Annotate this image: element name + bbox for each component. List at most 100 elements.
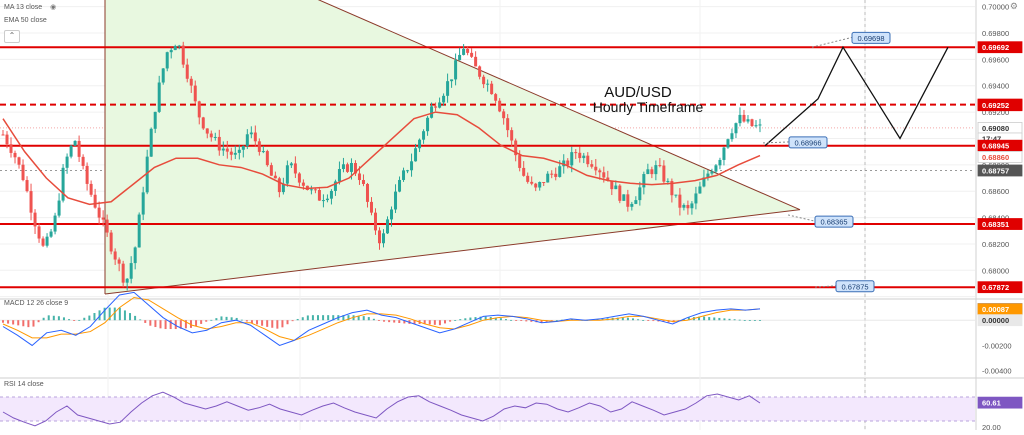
candle bbox=[682, 203, 686, 211]
candle bbox=[273, 171, 277, 179]
price-tag-label: 0.69692 bbox=[982, 43, 1009, 52]
rsi-band bbox=[0, 397, 975, 421]
callout-label: 0.67875 bbox=[841, 282, 868, 291]
candle-body bbox=[89, 183, 93, 195]
candle-body bbox=[678, 194, 682, 208]
candle bbox=[586, 152, 590, 168]
candle bbox=[341, 157, 345, 173]
macd-histogram-bar bbox=[113, 307, 116, 321]
candle bbox=[365, 182, 369, 208]
candle-body bbox=[450, 79, 454, 82]
price-tag-box bbox=[977, 314, 1023, 327]
candle bbox=[189, 76, 193, 93]
candle-body bbox=[37, 226, 41, 239]
candle-body bbox=[406, 170, 410, 172]
candle bbox=[61, 164, 65, 203]
candle-body bbox=[386, 219, 390, 234]
candle bbox=[406, 169, 410, 174]
macd-histogram-bar bbox=[738, 319, 741, 321]
macd-histogram-bar bbox=[510, 319, 513, 321]
candle bbox=[474, 51, 478, 67]
macd-histogram-bar bbox=[540, 320, 543, 323]
candle bbox=[670, 178, 674, 203]
price-tag-label: 0.68351 bbox=[982, 220, 1009, 229]
macd-histogram-bar bbox=[210, 319, 213, 321]
settings-gear-icon[interactable]: ⚙ bbox=[1009, 1, 1018, 11]
price-tag-box bbox=[977, 164, 1023, 177]
candle-body bbox=[514, 140, 518, 156]
macd-histogram-bar bbox=[713, 317, 716, 321]
legend-macd[interactable]: MACD 12 26 close 9 bbox=[4, 300, 68, 307]
candle-body bbox=[101, 217, 105, 220]
price-tag-label: 0.69252 bbox=[982, 101, 1009, 110]
axis-tick-label: 0.69200 bbox=[982, 108, 1009, 117]
candle bbox=[145, 149, 149, 195]
macd-histogram-bar bbox=[311, 315, 314, 321]
candle-body bbox=[542, 182, 546, 184]
candle-body bbox=[29, 191, 33, 213]
macd-histogram-bar bbox=[240, 319, 243, 321]
candle-body bbox=[17, 157, 21, 165]
eye-icon[interactable]: ◉ bbox=[50, 4, 57, 11]
candle-body bbox=[518, 155, 522, 168]
macd-histogram-bar bbox=[296, 318, 299, 321]
callout-box bbox=[851, 31, 891, 44]
candle bbox=[49, 228, 53, 238]
candle-body bbox=[85, 165, 89, 184]
candle-body bbox=[181, 45, 185, 65]
candle bbox=[710, 168, 714, 176]
candle bbox=[69, 144, 73, 159]
candle-body bbox=[341, 164, 345, 170]
candle-body bbox=[566, 160, 570, 166]
candle-body bbox=[606, 177, 610, 181]
macd-histogram-bar bbox=[322, 315, 325, 321]
candle-body bbox=[382, 233, 386, 244]
candle-body bbox=[293, 163, 297, 174]
candle-body bbox=[522, 167, 526, 176]
candle bbox=[694, 186, 698, 210]
candle-body bbox=[237, 149, 241, 153]
candle bbox=[89, 180, 93, 197]
callout-box bbox=[814, 215, 854, 228]
callout-label: 0.68966 bbox=[794, 138, 821, 147]
candle bbox=[426, 116, 430, 136]
candle bbox=[229, 147, 233, 161]
candle bbox=[33, 209, 37, 234]
candle-body bbox=[446, 81, 450, 96]
collapse-legend-button[interactable]: ⌃ bbox=[4, 30, 20, 43]
candle bbox=[730, 128, 734, 142]
rsi-legend-label: RSI 14 close bbox=[4, 381, 44, 388]
price-tag-box bbox=[977, 281, 1023, 294]
candle bbox=[458, 47, 462, 61]
macd-histogram-bar bbox=[73, 320, 76, 321]
level-callout: 0.67875 bbox=[814, 280, 875, 293]
candle-body bbox=[466, 48, 470, 53]
candle bbox=[209, 130, 213, 142]
candle bbox=[237, 144, 241, 160]
legend-ma[interactable]: MA 13 close ◉ bbox=[4, 3, 56, 11]
legend-ema[interactable]: EMA 50 close bbox=[4, 17, 47, 24]
macd-histogram-bar bbox=[123, 310, 126, 321]
macd-histogram-bar bbox=[7, 320, 10, 324]
candle-body bbox=[265, 151, 269, 166]
macd-histogram-bar bbox=[108, 307, 111, 321]
candle bbox=[249, 126, 253, 139]
candle bbox=[638, 181, 642, 206]
candle bbox=[245, 129, 249, 150]
candle bbox=[133, 246, 137, 270]
macd-histogram-bar bbox=[22, 320, 25, 327]
candle-body bbox=[73, 140, 77, 146]
candle bbox=[57, 193, 61, 218]
candle bbox=[674, 194, 678, 198]
candle-body bbox=[21, 164, 25, 181]
candle-body bbox=[690, 203, 694, 209]
candle-body bbox=[602, 172, 606, 178]
price-tag: 0.67872 bbox=[977, 281, 1023, 294]
macd-histogram-bar bbox=[723, 318, 726, 321]
legend-rsi[interactable]: RSI 14 close bbox=[4, 381, 44, 388]
price-tag-label: 0.68757 bbox=[982, 166, 1009, 175]
candle bbox=[754, 120, 758, 128]
candle-body bbox=[201, 117, 205, 129]
callout-label: 0.68365 bbox=[820, 218, 847, 227]
